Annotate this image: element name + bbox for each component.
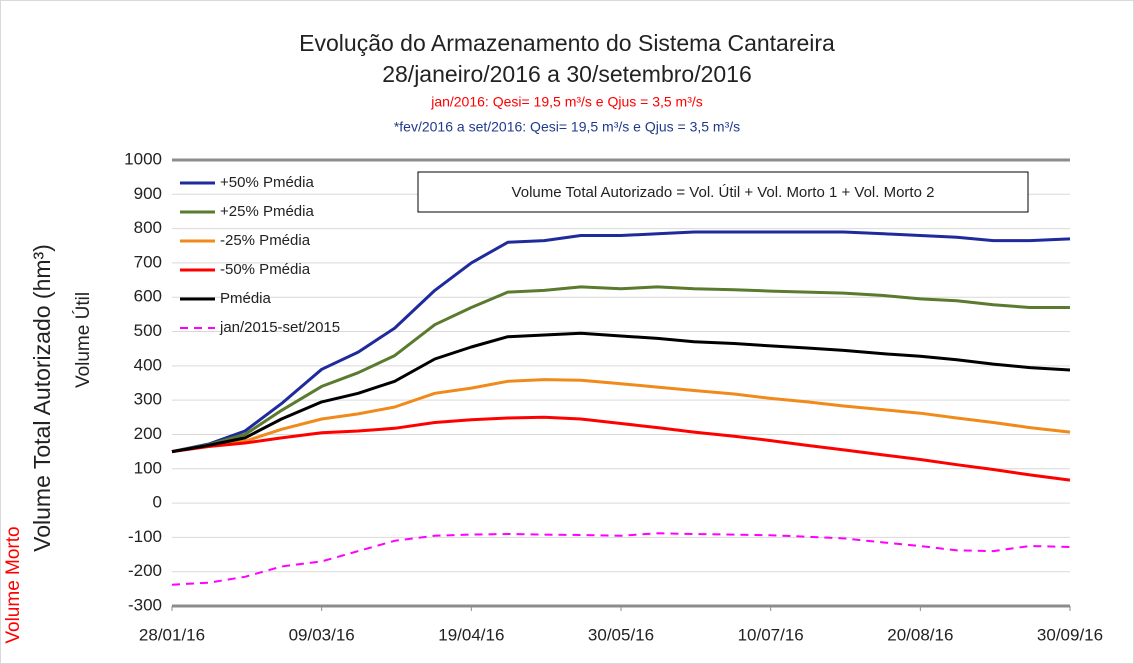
data-line — [171, 285, 1070, 454]
y-tick-label: 600 — [134, 287, 162, 306]
x-tick-label: 20/08/16 — [887, 625, 953, 644]
legend-label: +50% Pmédia — [220, 174, 314, 191]
y-axis-sublabel: Volume Morto — [3, 526, 24, 643]
y-tick-label: 800 — [134, 218, 162, 237]
x-tick-label: 09/03/16 — [289, 625, 355, 644]
y-tick-label: -100 — [128, 527, 162, 546]
data-line — [171, 415, 1071, 482]
y-axis-sublabel: Volume Útil — [72, 292, 94, 388]
annotation: *fev/2016 a set/2016: Qesi= 19,5 m³/s e … — [394, 119, 740, 135]
x-tick-label: 28/01/16 — [139, 625, 205, 644]
y-tick-label: 400 — [134, 355, 162, 374]
y-tick-label: 900 — [134, 184, 162, 203]
data-line — [171, 230, 1071, 454]
x-tick-label: 19/04/16 — [438, 625, 504, 644]
data-line — [171, 331, 1071, 454]
legend-label: jan/2015-set/2015 — [219, 319, 340, 336]
y-tick-label: 700 — [134, 252, 162, 271]
x-tick-label: 10/07/16 — [738, 625, 804, 644]
y-axis-label: Volume Total Autorizado (hm³) — [29, 244, 55, 552]
legend-label: -25% Pmédia — [220, 232, 311, 249]
note-box — [417, 171, 1029, 213]
data-line — [171, 378, 1071, 454]
y-tick-label: 0 — [153, 493, 162, 512]
data-line — [171, 532, 1071, 586]
y-tick-label: 100 — [134, 458, 162, 477]
x-tick-label: 30/09/16 — [1037, 625, 1103, 644]
y-tick-label: 200 — [134, 424, 162, 443]
y-tick-label: -300 — [128, 595, 162, 614]
chart-title: Evolução do Armazenamento do Sistema Can… — [299, 30, 835, 56]
x-tick-label: 30/05/16 — [588, 625, 654, 644]
y-tick-label: 300 — [134, 390, 162, 409]
legend-label: -50% Pmédia — [220, 261, 311, 278]
y-tick-label: 1000 — [124, 149, 162, 168]
y-tick-label: -200 — [128, 561, 162, 580]
note-text: Volume Total Autorizado = Vol. Útil + Vo… — [512, 184, 935, 201]
y-tick-label: 500 — [134, 321, 162, 340]
annotation: jan/2016: Qesi= 19,5 m³/s e Qjus = 3,5 m… — [430, 94, 703, 110]
legend-label: +25% Pmédia — [220, 203, 314, 220]
legend-label: Pmédia — [220, 290, 272, 307]
chart-subtitle: 28/janeiro/2016 a 30/setembro/2016 — [382, 61, 752, 87]
